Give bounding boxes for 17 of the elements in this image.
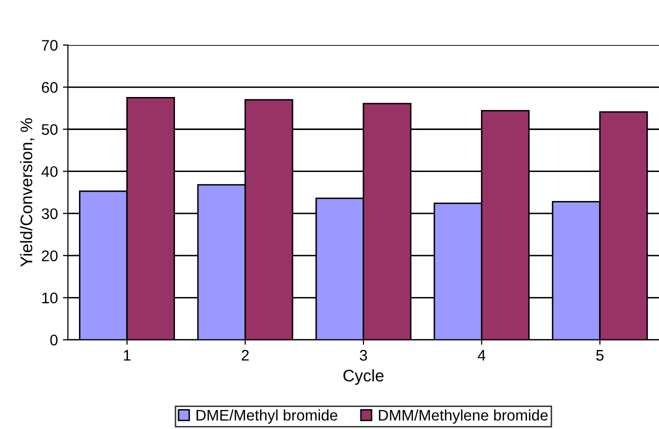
y-axis-title: Yield/Conversion, % <box>20 118 34 267</box>
y-tick-label: 70 <box>42 40 58 51</box>
y-tick-label: 60 <box>42 82 58 93</box>
x-tick-label: 5 <box>596 350 604 361</box>
legend-label: DME/Methyl bromide <box>196 409 338 424</box>
y-tick-label: 50 <box>42 124 58 135</box>
y-tick-label: 20 <box>42 250 58 262</box>
y-tick-label: 30 <box>42 208 58 220</box>
x-tick-label: 2 <box>242 350 249 361</box>
y-tick-label: 10 <box>42 292 58 304</box>
y-tick-label: 40 <box>42 166 58 178</box>
legend-label: DMM/Methylene bromide <box>378 409 548 424</box>
x-tick-label: 4 <box>478 350 486 361</box>
x-tick-label: 3 <box>360 350 368 361</box>
y-tick-label: 0 <box>50 334 58 346</box>
x-axis-title: Cycle <box>343 369 384 385</box>
x-tick-label: 1 <box>124 350 130 361</box>
